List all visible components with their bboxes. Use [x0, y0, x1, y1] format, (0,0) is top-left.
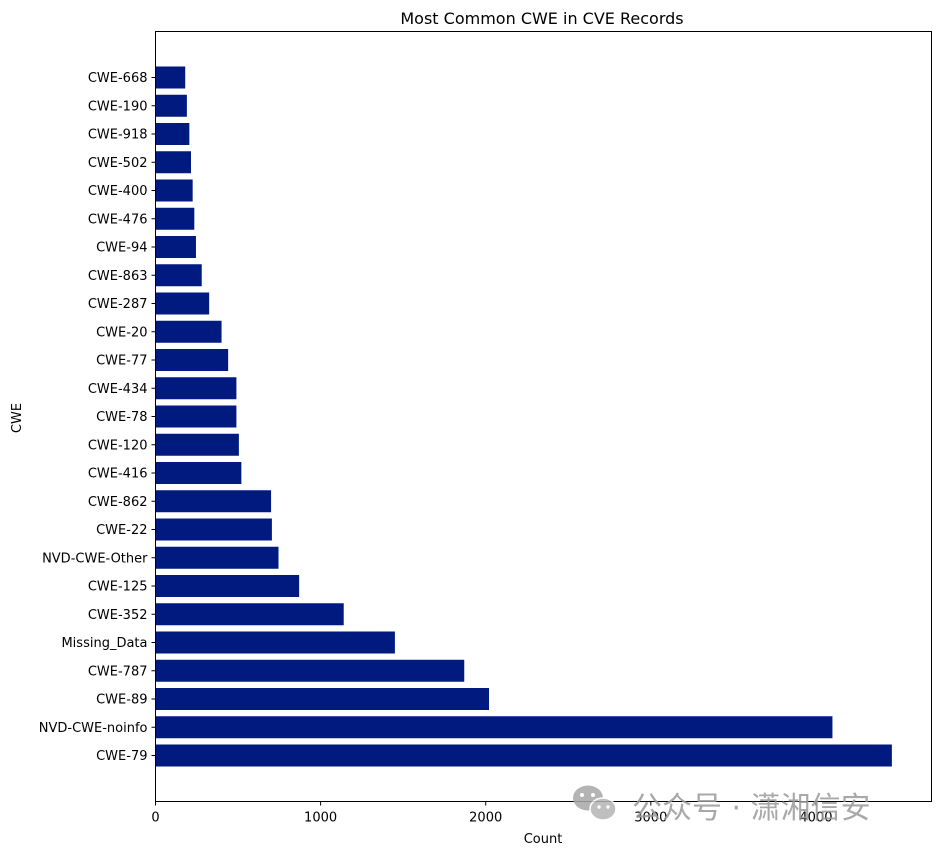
- bar-nvd-cwe-other: [155, 546, 279, 569]
- y-tick-label: CWE-668: [88, 71, 148, 86]
- y-tick-label: CWE-20: [96, 325, 147, 340]
- bar-cwe-20: [155, 320, 222, 343]
- y-tick-label: CWE-502: [88, 156, 148, 171]
- x-axis-label: Count: [524, 832, 563, 847]
- bar-nvd-cwe-noinfo: [155, 716, 833, 739]
- bar-cwe-863: [155, 264, 202, 287]
- bar-cwe-79: [155, 744, 892, 767]
- y-tick-label: CWE-787: [88, 664, 148, 679]
- y-tick-label: CWE-400: [88, 184, 148, 199]
- x-tick-label: 2000: [469, 811, 502, 826]
- bar-cwe-190: [155, 94, 187, 117]
- bar-cwe-862: [155, 490, 272, 513]
- bars-group: [155, 66, 892, 767]
- watermark: 公众号 · 潇湘信安: [573, 785, 871, 826]
- x-tick-label: 1000: [304, 811, 337, 826]
- bar-cwe-668: [155, 66, 186, 89]
- bar-cwe-918: [155, 123, 190, 145]
- bar-cwe-502: [155, 151, 191, 174]
- y-tick-label: CWE-94: [96, 241, 147, 256]
- y-tick-label: CWE-862: [88, 495, 148, 510]
- bar-cwe-287: [155, 292, 210, 315]
- plot-frame: [155, 31, 932, 802]
- y-tick-label: CWE-78: [96, 410, 147, 425]
- y-tick-label: CWE-79: [96, 749, 147, 764]
- bar-missing-data: [155, 631, 395, 654]
- y-tick-label: CWE-287: [88, 297, 148, 312]
- bar-cwe-77: [155, 349, 229, 371]
- x-tick-label: 0: [151, 811, 159, 826]
- y-tick-label: CWE-863: [88, 269, 148, 284]
- wechat-icon: [573, 785, 617, 821]
- y-tick-label: CWE-434: [88, 382, 148, 397]
- chart-title: Most Common CWE in CVE Records: [400, 9, 683, 28]
- bar-cwe-434: [155, 377, 237, 400]
- y-tick-label: Missing_Data: [61, 636, 147, 651]
- y-tick-label: CWE-190: [88, 99, 148, 114]
- bar-cwe-120: [155, 433, 239, 456]
- bar-cwe-89: [155, 688, 490, 710]
- y-tick-label: CWE-89: [96, 693, 147, 708]
- watermark-text: 公众号 · 潇湘信安: [632, 791, 871, 826]
- bar-cwe-400: [155, 179, 193, 202]
- bar-cwe-476: [155, 207, 195, 230]
- bar-cwe-78: [155, 405, 237, 428]
- bar-cwe-94: [155, 236, 196, 258]
- bar-cwe-416: [155, 462, 242, 484]
- y-tick-label: CWE-918: [88, 128, 148, 143]
- y-tick-label: NVD-CWE-noinfo: [39, 721, 148, 736]
- y-tick-label: CWE-77: [96, 354, 147, 369]
- y-tick-label: CWE-125: [88, 580, 148, 595]
- y-tick-label: CWE-416: [88, 467, 148, 482]
- x-tick-label: 3000: [634, 811, 667, 826]
- x-tick-label: 4000: [799, 811, 832, 826]
- y-tick-label: NVD-CWE-Other: [42, 551, 148, 566]
- y-tick-label: CWE-22: [96, 523, 147, 538]
- y-tick-label: CWE-352: [88, 608, 148, 623]
- bar-cwe-22: [155, 518, 272, 541]
- category-labels: CWE-79 NVD-CWE-noinfo CWE-89 CWE-787 Missing…: [39, 71, 156, 764]
- y-tick-label: CWE-476: [88, 212, 148, 227]
- bar-cwe-125: [155, 575, 300, 597]
- bar-cwe-787: [155, 659, 465, 682]
- y-tick-label: CWE-120: [88, 438, 148, 453]
- y-axis-label: CWE: [10, 403, 25, 433]
- bar-cwe-352: [155, 603, 344, 626]
- x-axis-ticks: 0 1000 2000 3000 4000: [151, 801, 832, 826]
